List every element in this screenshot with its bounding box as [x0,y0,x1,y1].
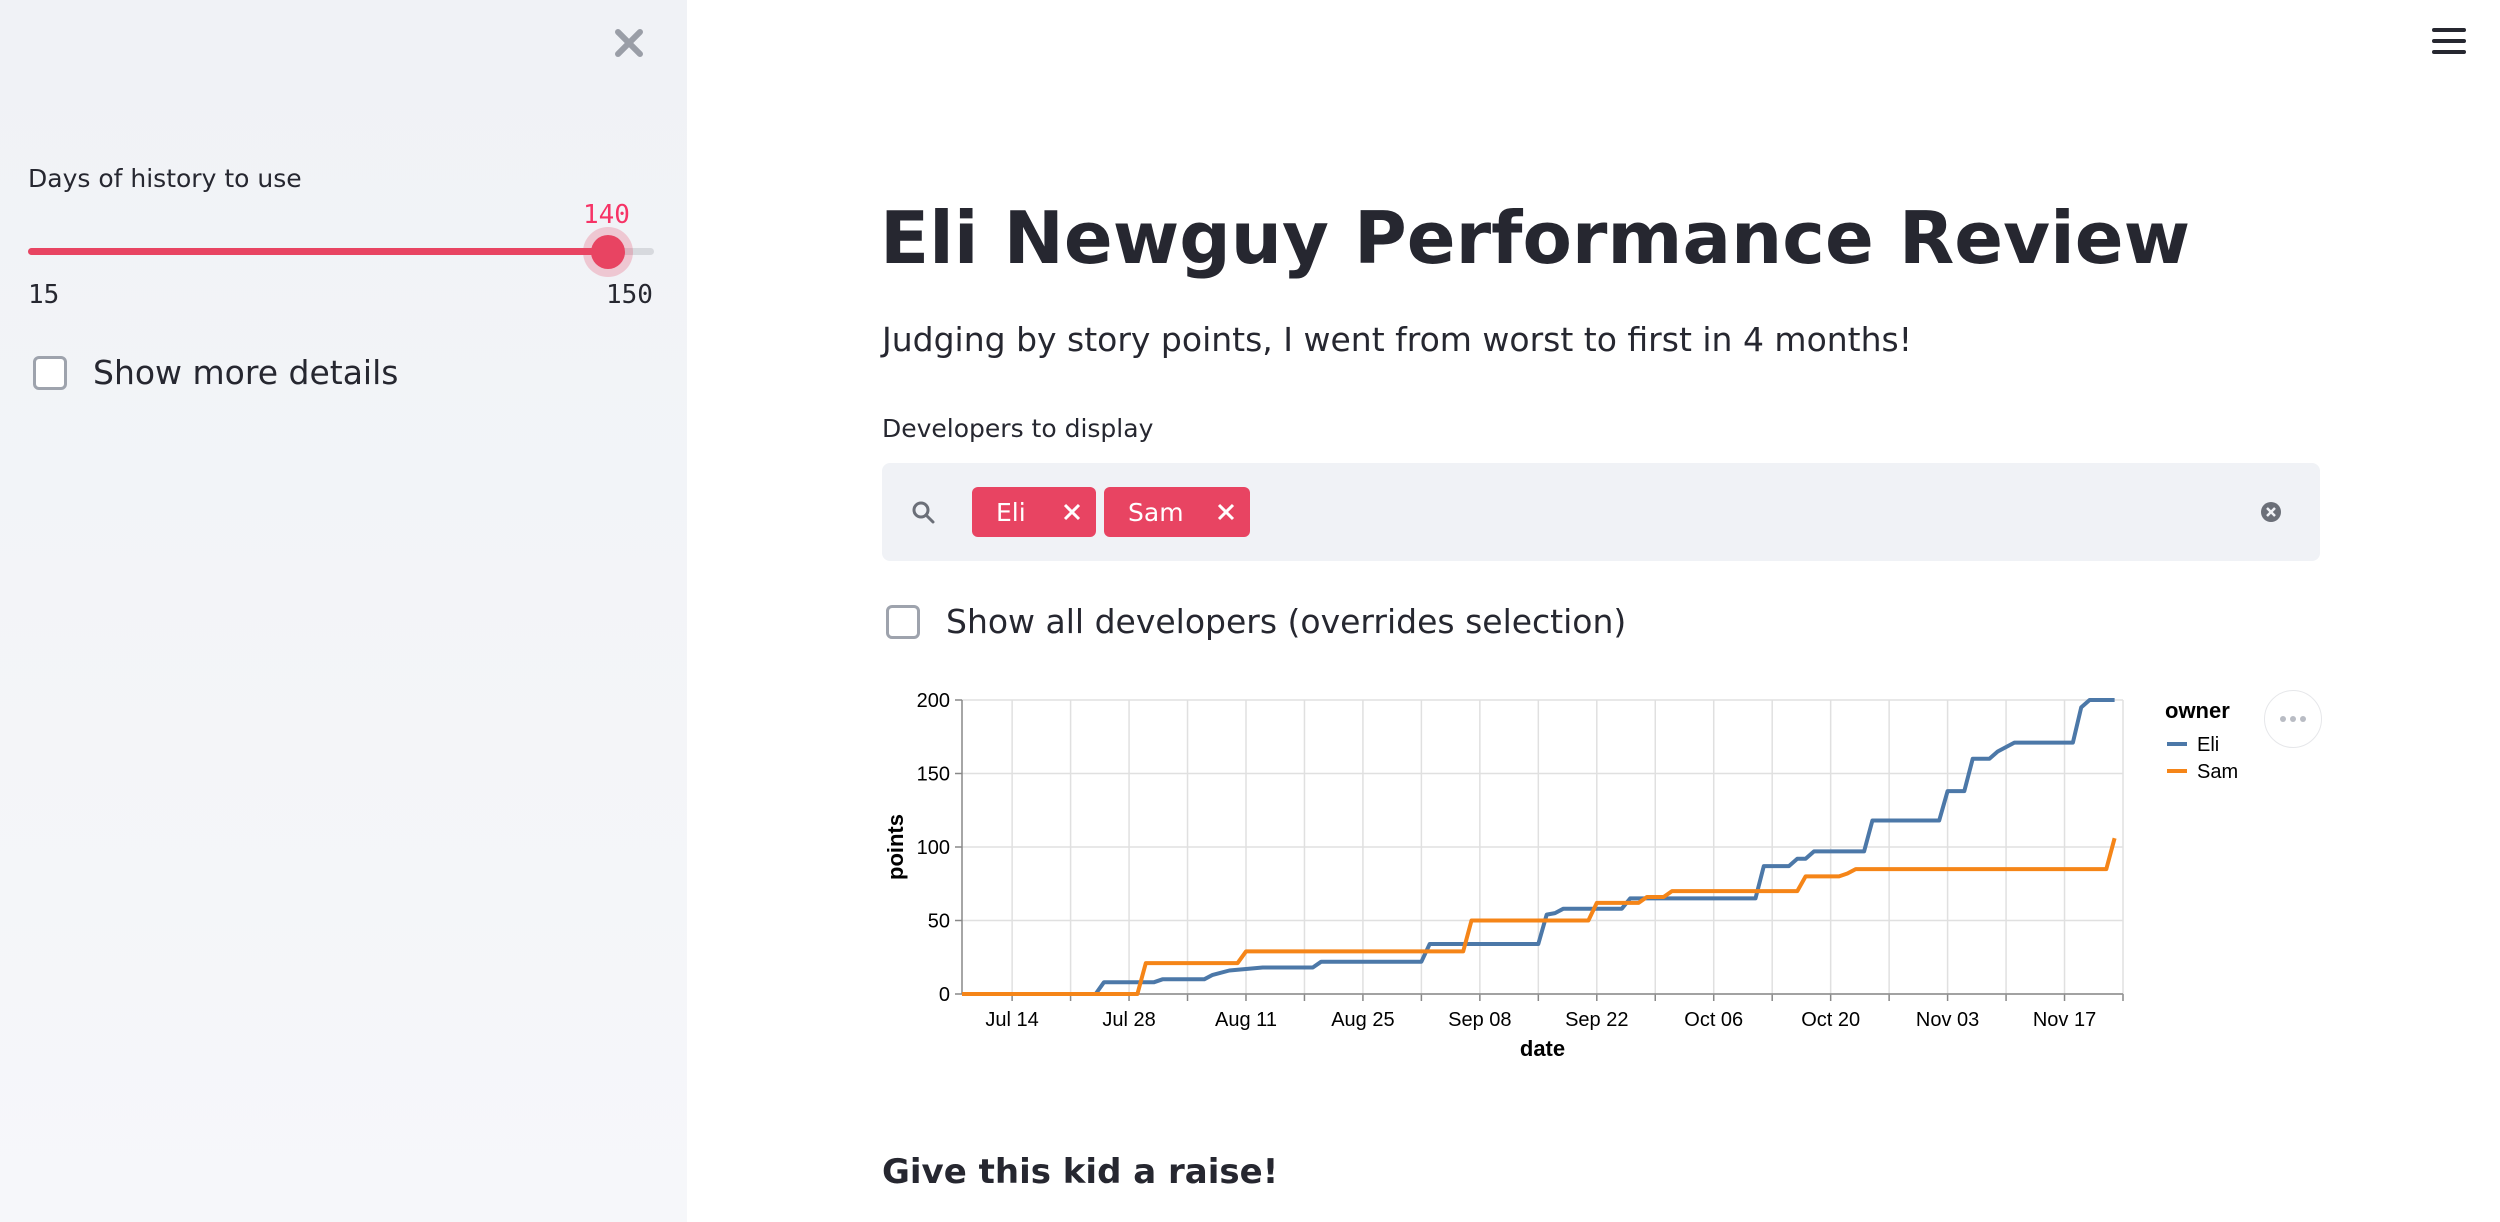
points-line-chart: Jul 14 Jul 28 Aug 11 Aug 25 Sep 08 Sep 22 Oct … [870,680,2330,1080]
developer-tag-sam: Sam [1104,487,1250,537]
legend-label: Sam [2197,761,2238,783]
dot-icon [2280,716,2286,722]
y-tick-label: 200 [917,690,950,712]
legend-label: Eli [2197,734,2219,756]
history-slider-track[interactable] [28,235,654,269]
x-tick-label: Aug 25 [1331,1009,1394,1031]
show-details-label: Show more details [93,353,399,392]
show-details-checkbox[interactable]: Show more details [33,353,398,392]
developer-tag-eli: Eli [972,487,1096,537]
x-tick-label: Jul 14 [985,1009,1038,1031]
chart-svg: Jul 14 Jul 28 Aug 11 Aug 25 Sep 08 Sep 22 Oct … [883,690,2238,1061]
history-slider-handle[interactable] [590,235,625,269]
show-all-developers-label: Show all developers (overrides selection… [946,602,1627,641]
x-axis-title: date [1520,1036,1565,1061]
dot-icon [2290,716,2296,722]
chart-legend: owner Eli Sam [2165,698,2238,783]
developers-select-label: Developers to display [882,414,1154,443]
chart-more-actions-button[interactable] [2264,690,2322,748]
y-axis-title: points [883,814,908,880]
show-all-developers-checkbox[interactable]: Show all developers (overrides selection… [886,602,1626,641]
y-tick-label: 50 [928,911,950,933]
series-line-eli [962,698,2115,996]
developer-tag-label: Sam [1128,497,1184,527]
developers-multiselect[interactable]: Eli Sam [882,463,2320,561]
sidebar: Days of history to use 140 15 150 Show m… [0,0,687,1222]
search-icon [912,501,935,524]
x-tick-label: Oct 06 [1684,1009,1743,1031]
history-slider-max: 150 [606,280,653,310]
series-line-sam [962,837,2117,996]
page-title: Eli Newguy Performance Review [880,196,2191,280]
x-tick-label: Nov 03 [1916,1009,1979,1031]
history-slider-label: Days of history to use [28,164,302,193]
checkbox-box[interactable] [886,604,920,639]
dot-icon [2300,716,2306,722]
y-tick-label: 0 [939,984,950,1006]
x-tick-label: Jul 28 [1102,1009,1155,1031]
x-tick-label: Nov 17 [2033,1009,2096,1031]
raise-heading: Give this kid a raise! [882,1152,1279,1192]
close-icon[interactable] [610,24,648,62]
x-tick-label: Sep 22 [1565,1009,1628,1031]
checkbox-box[interactable] [33,355,67,390]
x-tick-label: Aug 11 [1215,1009,1277,1031]
developer-tag-label: Eli [996,497,1026,527]
hamburger-menu-icon[interactable] [2432,28,2466,58]
history-slider-value: 140 [583,200,630,230]
remove-tag-icon[interactable] [1062,502,1082,522]
clear-all-icon[interactable] [2260,501,2282,523]
x-tick-label: Oct 20 [1801,1009,1860,1031]
history-slider-min: 15 [28,280,60,310]
page-subtitle: Judging by story points, I went from wor… [882,320,1912,359]
x-tick-label: Sep 08 [1448,1009,1511,1031]
legend-title: owner [2165,698,2230,723]
y-tick-label: 150 [917,764,950,786]
y-tick-label: 100 [917,837,950,859]
remove-tag-icon[interactable] [1216,502,1236,522]
history-slider-fill [28,248,608,255]
